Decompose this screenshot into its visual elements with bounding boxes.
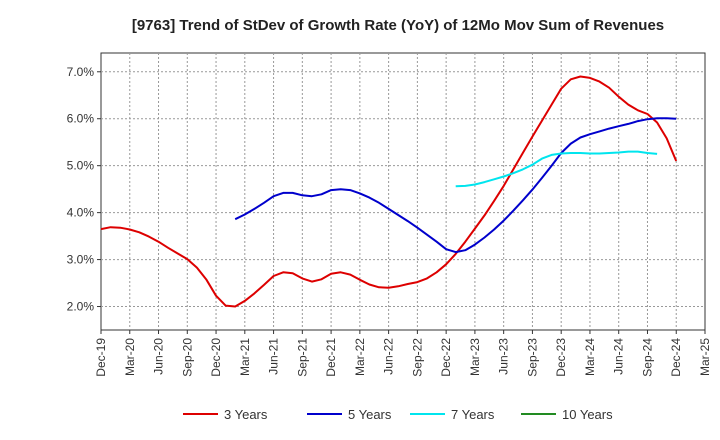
y-tick-label: 2.0% bbox=[67, 300, 95, 314]
x-tick-label: Mar-20 bbox=[123, 338, 137, 376]
legend: 3 Years 5 Years 7 Years 10 Years bbox=[183, 407, 613, 422]
x-tick-label: Dec-24 bbox=[669, 338, 683, 377]
x-tick-label: Sep-23 bbox=[525, 338, 539, 377]
x-tick-label: Jun-20 bbox=[152, 338, 166, 375]
chart-title: [9763] Trend of StDev of Growth Rate (Yo… bbox=[132, 17, 664, 34]
x-tick-label: Jun-21 bbox=[267, 338, 281, 375]
x-tick-label: Dec-20 bbox=[209, 338, 223, 377]
series-line-5-years bbox=[234, 117, 677, 254]
grid-lines bbox=[101, 53, 705, 330]
y-axis-ticks: 2.0% 3.0% 4.0% 5.0% 6.0% 7.0% bbox=[67, 65, 101, 314]
y-tick-label: 3.0% bbox=[67, 253, 95, 267]
x-tick-label: Jun-24 bbox=[612, 338, 626, 375]
x-tick-label: Dec-19 bbox=[94, 338, 108, 377]
plot-frame bbox=[100, 52, 706, 331]
x-tick-label: Mar-25 bbox=[698, 338, 712, 376]
x-tick-label: Mar-22 bbox=[353, 338, 367, 376]
x-tick-label: Sep-21 bbox=[295, 338, 309, 377]
y-tick-label: 7.0% bbox=[67, 65, 95, 79]
series-lines bbox=[100, 75, 678, 308]
x-tick-label: Dec-23 bbox=[554, 338, 568, 377]
y-tick-label: 6.0% bbox=[67, 112, 95, 126]
x-tick-label: Dec-22 bbox=[439, 338, 453, 377]
legend-label-3-years: 3 Years bbox=[224, 407, 268, 422]
y-tick-label: 4.0% bbox=[67, 206, 95, 220]
x-tick-label: Mar-23 bbox=[468, 338, 482, 376]
legend-label-7-years: 7 Years bbox=[451, 407, 495, 422]
legend-label-10-years: 10 Years bbox=[562, 407, 613, 422]
x-tick-label: Mar-24 bbox=[583, 338, 597, 376]
x-tick-label: Sep-22 bbox=[410, 338, 424, 377]
series-line-3-years bbox=[100, 75, 678, 308]
x-tick-label: Sep-24 bbox=[640, 338, 654, 377]
series-line-7-years bbox=[455, 150, 658, 188]
x-tick-label: Jun-23 bbox=[497, 338, 511, 375]
x-tick-label: Mar-21 bbox=[238, 338, 252, 376]
legend-label-5-years: 5 Years bbox=[348, 407, 392, 422]
x-tick-label: Jun-22 bbox=[382, 338, 396, 375]
x-axis-ticks: Dec-19 Mar-20 Jun-20 Sep-20 Dec-20 Mar-21 Jun-… bbox=[94, 330, 712, 377]
plot-area bbox=[100, 52, 706, 331]
x-tick-label: Dec-21 bbox=[324, 338, 338, 377]
x-tick-label: Sep-20 bbox=[180, 338, 194, 377]
y-tick-label: 5.0% bbox=[67, 159, 95, 173]
